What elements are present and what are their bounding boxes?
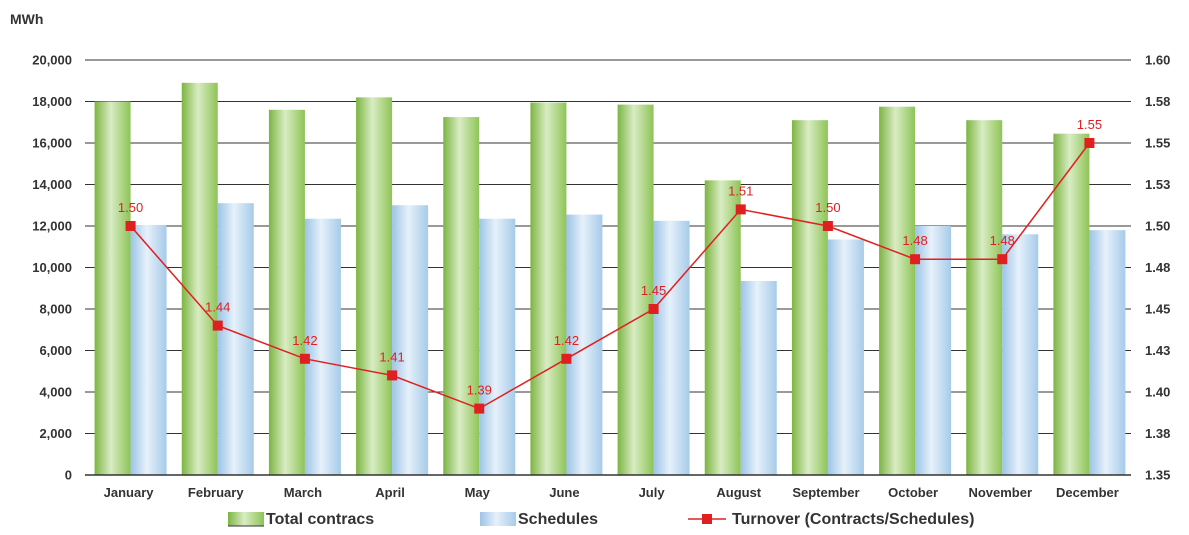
- turnover-point: [822, 221, 833, 231]
- turnover-point: [648, 304, 659, 314]
- left-axis-tick-label: 20,000: [32, 53, 72, 68]
- category-label: June: [549, 485, 579, 500]
- left-axis-tick-label: 0: [65, 468, 72, 483]
- legend-label-total-contracs: Total contracs: [266, 511, 374, 528]
- left-axis-unit: MWh: [10, 11, 43, 27]
- bar-total-contracs: [879, 106, 916, 475]
- bar-total-contracs: [617, 104, 654, 476]
- category-label: October: [888, 485, 938, 500]
- right-axis-tick-label: 1.53: [1145, 177, 1170, 192]
- turnover-point: [997, 254, 1008, 265]
- right-axis-tick-label: 1.55: [1145, 136, 1170, 151]
- turnover-point: [387, 370, 398, 381]
- turnover-point: [910, 254, 921, 265]
- bar-total-contracs: [704, 180, 741, 475]
- left-axis-tick-label: 12,000: [32, 219, 72, 234]
- legend-label-schedules: Schedules: [518, 511, 598, 528]
- bar-total-contracs: [1053, 133, 1090, 475]
- turnover-point: [1084, 138, 1095, 148]
- bar-total-contracs: [356, 97, 393, 475]
- bar-series: [94, 82, 1126, 476]
- turnover-data-label: 1.45: [641, 283, 666, 298]
- bar-schedules: [566, 214, 603, 475]
- category-label: December: [1056, 485, 1119, 500]
- bar-total-contracs: [443, 117, 480, 475]
- turnover-data-label: 1.48: [990, 233, 1015, 248]
- bar-schedules: [217, 203, 254, 476]
- turnover-data-label: 1.50: [118, 200, 143, 215]
- bar-schedules: [653, 220, 690, 475]
- bar-schedules: [130, 224, 167, 475]
- turnover-point: [125, 221, 136, 231]
- right-axis-tick-label: 1.43: [1145, 343, 1170, 358]
- turnover-data-label: 1.48: [902, 233, 927, 248]
- turnover-data-label: 1.50: [815, 200, 840, 215]
- left-axis-tick-label: 6,000: [39, 343, 72, 358]
- left-axis-tick-label: 4,000: [39, 385, 72, 400]
- turnover-point: [212, 320, 223, 331]
- right-axis-tick-label: 1.58: [1145, 94, 1170, 109]
- left-axis-tick-label: 8,000: [39, 302, 72, 317]
- right-axis-tick-label: 1.50: [1145, 219, 1170, 234]
- turnover-data-label: 1.55: [1077, 117, 1102, 132]
- turnover-data-label: 1.44: [205, 300, 230, 315]
- left-axis-tick-label: 14,000: [32, 177, 72, 192]
- legend-swatch-total-contracs: [228, 512, 264, 526]
- right-axis-tick-label: 1.35: [1145, 468, 1170, 483]
- right-axis-tick-label: 1.40: [1145, 385, 1170, 400]
- turnover-data-label: 1.42: [292, 333, 317, 348]
- turnover-line: [130, 142, 1091, 410]
- turnover-point: [561, 353, 572, 364]
- turnover-point: [299, 353, 310, 364]
- bar-total-contracs: [181, 82, 218, 475]
- right-axis-tick-label: 1.48: [1145, 260, 1170, 275]
- bar-schedules: [479, 218, 516, 476]
- legend-label-turnover: Turnover (Contracts/Schedules): [732, 511, 974, 528]
- category-label: May: [465, 485, 491, 500]
- left-axis-tick-label: 16,000: [32, 136, 72, 151]
- turnover-point: [474, 403, 485, 414]
- bar-schedules: [304, 218, 341, 476]
- category-label: January: [104, 485, 155, 500]
- left-axis-tick-label: 18,000: [32, 94, 72, 109]
- gridlines: [85, 59, 1131, 434]
- legend-swatch-schedules: [480, 512, 516, 526]
- bar-schedules: [1089, 230, 1126, 475]
- category-label: July: [639, 485, 666, 500]
- legend: Total contracs Schedules Turnover (Contrac…: [228, 511, 974, 528]
- turnover-data-label: 1.41: [379, 349, 404, 364]
- bar-total-contracs: [268, 109, 305, 476]
- legend-swatch-turnover-marker: [702, 514, 712, 524]
- right-axis: 1.35 1.38 1.40 1.43 1.45 1.48 1.50 1.53 1.55 1.58…: [1145, 53, 1170, 483]
- category-label: February: [188, 485, 244, 500]
- turnover-data-label: 1.39: [467, 383, 492, 398]
- bar-total-contracs: [791, 120, 828, 476]
- turnover-line-series: 1.50 1.44 1.42 1.41 1.39 1.42 1.45 1.51 1.50 1.48…: [118, 117, 1102, 414]
- category-label: August: [716, 485, 761, 500]
- right-axis-tick-label: 1.45: [1145, 302, 1170, 317]
- bar-schedules: [392, 205, 429, 475]
- category-label: November: [968, 485, 1032, 500]
- category-labels: January February March April May June July Augu…: [104, 485, 1119, 500]
- bar-schedules: [1002, 234, 1039, 475]
- bar-schedules: [915, 226, 952, 475]
- turnover-point: [735, 204, 746, 215]
- bar-total-contracs: [530, 102, 567, 475]
- category-label: September: [792, 485, 859, 500]
- left-axis-tick-label: 10,000: [32, 260, 72, 275]
- right-axis-tick-label: 1.38: [1145, 426, 1170, 441]
- right-axis-tick-label: 1.60: [1145, 53, 1170, 68]
- bar-schedules: [827, 239, 864, 475]
- turnover-data-label: 1.51: [728, 183, 753, 198]
- bar-total-contracs: [94, 101, 131, 475]
- category-label: March: [284, 485, 322, 500]
- bar-schedules: [740, 280, 777, 475]
- category-label: April: [375, 485, 405, 500]
- left-axis: 0 2,000 4,000 6,000 8,000 10,000 12,000 14,000 1…: [32, 53, 72, 483]
- bar-total-contracs: [966, 120, 1003, 476]
- left-axis-tick-label: 2,000: [39, 426, 72, 441]
- turnover-data-label: 1.42: [554, 333, 579, 348]
